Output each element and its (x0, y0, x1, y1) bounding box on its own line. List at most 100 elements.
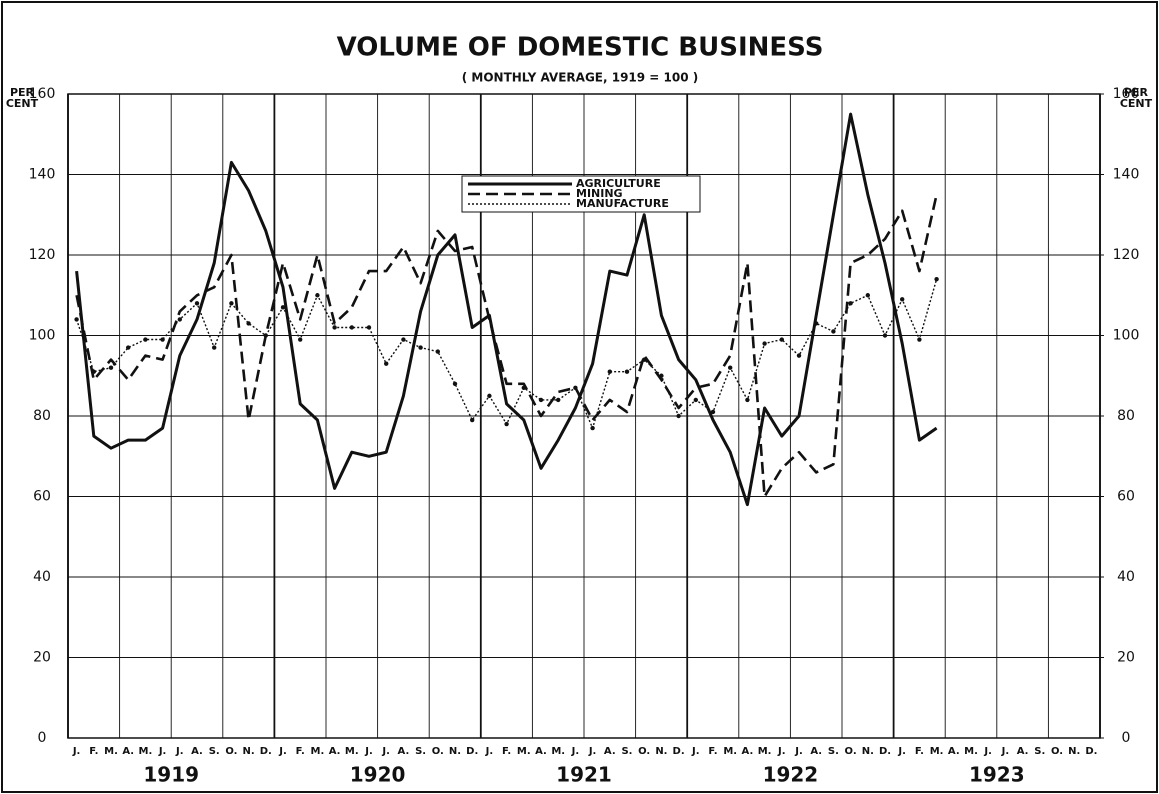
x-tick-label: A. (535, 746, 547, 757)
x-tick-label: S. (1034, 746, 1045, 757)
x-tick-label: S. (621, 746, 632, 757)
point (659, 373, 664, 378)
x-tick-label: N. (655, 746, 667, 757)
y2-label: CENT (1120, 97, 1153, 110)
point (556, 397, 561, 403)
point (779, 337, 784, 342)
point (487, 393, 492, 399)
y2-tick-label: 80 (1117, 408, 1135, 424)
year-label: 1920 (350, 763, 406, 787)
x-tick-label: F. (502, 746, 511, 757)
point (762, 341, 767, 346)
legend-box (461, 175, 701, 213)
chart-title: VOLUME OF DOMESTIC BUSINESS (337, 33, 824, 63)
x-tick-label: M. (104, 746, 118, 757)
y2-tick-label: 0 (1122, 730, 1131, 746)
point (143, 337, 148, 342)
x-tick-label: N. (862, 746, 874, 757)
point (848, 301, 853, 306)
x-tick-label: F. (296, 746, 305, 757)
point (401, 337, 406, 342)
y-label: PER (10, 86, 35, 99)
x-tick-label: F. (708, 746, 717, 757)
point (900, 297, 905, 302)
y2-label: PER (1124, 86, 1149, 99)
x-tick-label: M. (139, 746, 153, 757)
x-tick-label: A. (122, 746, 134, 757)
x-tick-label: D. (673, 746, 685, 757)
x-tick-label: A. (810, 746, 822, 757)
point (349, 325, 354, 330)
x-tick-label: A. (329, 746, 341, 757)
y-tick-label: 60 (33, 489, 51, 505)
point (315, 293, 320, 298)
x-tick-label: J. (691, 746, 700, 757)
x-tick-label: D. (879, 746, 891, 757)
point (882, 333, 888, 338)
x-tick-label: D. (466, 746, 478, 757)
x-tick-label: J. (777, 746, 786, 757)
x-tick-label: A. (742, 746, 754, 757)
year-label: 1921 (556, 763, 612, 787)
point (108, 365, 114, 370)
x-tick-label: A. (948, 746, 960, 757)
x-tick-label: M. (517, 746, 531, 757)
point (470, 417, 475, 423)
x-tick-label: O. (638, 746, 650, 757)
point (590, 425, 595, 431)
x-tick-label: S. (209, 746, 220, 757)
point (745, 397, 750, 403)
point (212, 345, 217, 350)
y-tick-label: 160 (29, 86, 56, 102)
point (246, 321, 251, 326)
point (74, 317, 79, 322)
x-tick-label: J. (794, 746, 803, 757)
point (332, 325, 337, 330)
x-tick-label: O. (432, 746, 444, 757)
point (384, 361, 389, 366)
point (91, 369, 97, 374)
x-tick-label: J. (983, 746, 992, 757)
point (728, 365, 733, 370)
point (917, 337, 922, 342)
point (452, 381, 458, 386)
x-tick-label: A. (604, 746, 616, 757)
point (521, 385, 526, 391)
y2-tick-label: 160 (1113, 86, 1140, 102)
point (418, 345, 423, 350)
x-tick-label: D. (1085, 746, 1097, 757)
series-line (75, 194, 938, 498)
point (865, 293, 870, 298)
y-tick-label: 120 (29, 247, 56, 263)
x-tick-label: J. (364, 746, 373, 757)
y2-tick-label: 140 (1113, 167, 1140, 183)
x-tick-label: J. (485, 746, 494, 757)
x-tick-label: M. (345, 746, 359, 757)
x-tick-label: J. (278, 746, 287, 757)
point (642, 357, 647, 362)
x-tick-label: M. (930, 746, 944, 757)
x-tick-label: O. (225, 746, 237, 757)
point (934, 276, 939, 282)
point (177, 317, 182, 322)
point (160, 337, 165, 342)
y-tick-label: 140 (29, 167, 56, 183)
x-tick-label: F. (915, 746, 924, 757)
x-tick-label: J. (72, 746, 81, 757)
x-tick-label: J. (897, 746, 906, 757)
point (693, 397, 698, 403)
x-tick-label: J. (175, 746, 184, 757)
legend-label: AGRICULTURE (576, 177, 661, 190)
year-label: 1923 (969, 763, 1025, 787)
x-tick-label: J. (1001, 746, 1010, 757)
x-tick-label: J. (158, 746, 167, 757)
point (126, 345, 131, 350)
x-tick-label: O. (1051, 746, 1063, 757)
year-label: 1919 (143, 763, 199, 787)
x-tick-label: J. (381, 746, 390, 757)
point (298, 337, 303, 342)
y-tick-label: 0 (38, 730, 47, 746)
x-tick-label: M. (723, 746, 737, 757)
